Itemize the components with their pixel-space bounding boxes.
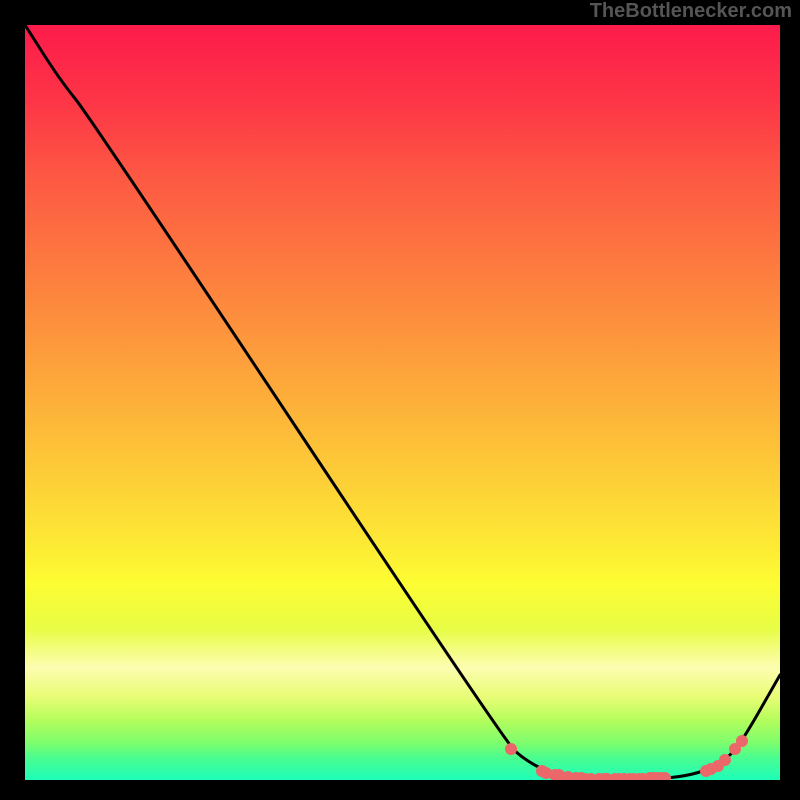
curve-layer: [25, 25, 780, 780]
watermark-text: TheBottlenecker.com: [590, 0, 792, 23]
data-marker: [736, 735, 748, 747]
chart-container: TheBottlenecker.com: [0, 0, 800, 800]
plot-area: [25, 25, 780, 780]
bottleneck-curve: [25, 25, 780, 779]
data-marker: [719, 754, 731, 766]
data-marker: [505, 743, 517, 755]
marker-group: [505, 735, 748, 780]
